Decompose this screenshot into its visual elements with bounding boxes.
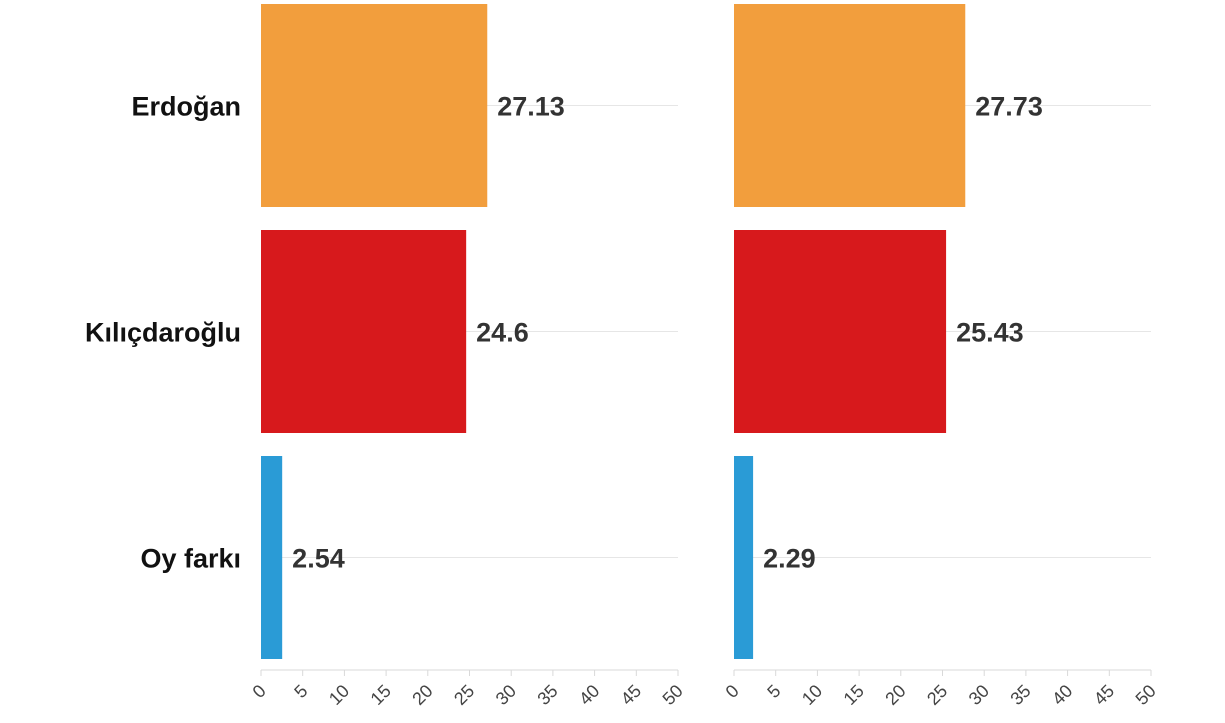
value-label: 25.43: [956, 318, 1024, 348]
x-tick-label: 45: [617, 681, 645, 709]
x-tick-label: 40: [1048, 681, 1076, 709]
x-tick-label: 50: [659, 681, 687, 709]
x-tick-label: 35: [533, 681, 561, 709]
value-label: 27.73: [975, 92, 1043, 122]
x-tick-label: 0: [249, 681, 270, 702]
x-tick-label: 5: [763, 681, 784, 702]
x-tick-label: 0: [722, 681, 743, 702]
x-tick-label: 20: [881, 681, 909, 709]
x-tick-label: 35: [1006, 681, 1034, 709]
x-tick-label: 25: [923, 681, 951, 709]
bar: [734, 4, 966, 207]
category-label: Kılıçdaroğlu: [85, 318, 241, 348]
x-tick-label: 20: [408, 681, 436, 709]
bar: [734, 456, 754, 659]
x-tick-label: 45: [1090, 681, 1118, 709]
x-tick-label: 40: [575, 681, 603, 709]
bar: [261, 456, 283, 659]
x-tick-label: 50: [1132, 681, 1160, 709]
x-tick-label: 10: [798, 681, 826, 709]
x-tick-label: 15: [840, 681, 868, 709]
bar: [734, 230, 947, 433]
x-tick-label: 30: [492, 681, 520, 709]
category-label: Erdoğan: [131, 92, 241, 122]
value-label: 2.54: [292, 544, 345, 574]
x-tick-label: 10: [325, 681, 353, 709]
x-tick-label: 25: [450, 681, 478, 709]
value-label: 27.13: [497, 92, 565, 122]
x-tick-label: 30: [965, 681, 993, 709]
bar: [261, 230, 467, 433]
value-label: 2.29: [763, 544, 816, 574]
x-tick-label: 5: [290, 681, 311, 702]
bar: [261, 4, 488, 207]
x-tick-label: 15: [367, 681, 395, 709]
value-label: 24.6: [476, 318, 529, 348]
category-label: Oy farkı: [140, 544, 241, 574]
